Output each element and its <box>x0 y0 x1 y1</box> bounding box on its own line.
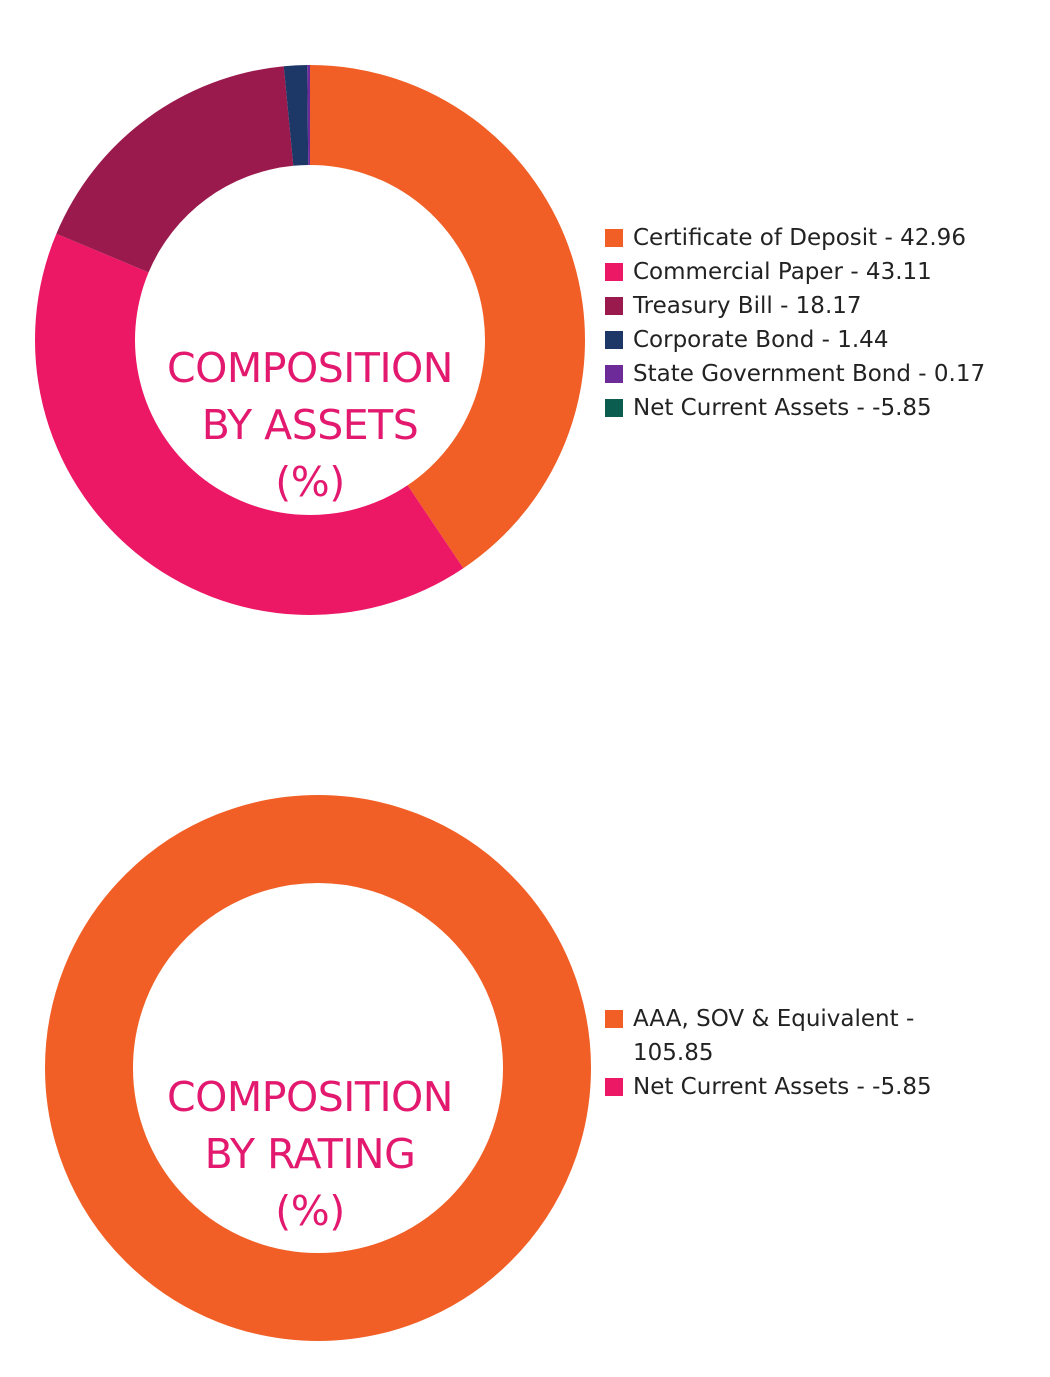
legend-swatch <box>605 229 623 247</box>
assets-center-title: COMPOSITION BY ASSETS (%) <box>120 340 500 511</box>
assets-donut <box>35 65 585 615</box>
assets-center-line-2: BY ASSETS <box>201 401 419 449</box>
legend-item-aaa-sov-equivalent: AAA, SOV & Equivalent - 105.85 <box>605 1002 993 1070</box>
legend-label: State Government Bond - 0.17 <box>633 361 986 387</box>
rating-donut <box>45 795 591 1341</box>
assets-legend: Certificate of Deposit - 42.96 Commercia… <box>605 221 1035 425</box>
legend-swatch <box>605 365 623 383</box>
legend-label: Net Current Assets - -5.85 <box>633 1074 932 1100</box>
legend-item-net-current-assets: Net Current Assets - -5.85 <box>605 1070 1035 1104</box>
legend-swatch <box>605 399 623 417</box>
legend-label: AAA, SOV & Equivalent - 105.85 <box>633 1006 915 1066</box>
rating-center-line-3: (%) <box>275 1187 345 1235</box>
legend-item-net-current-assets: Net Current Assets - -5.85 <box>605 391 1035 425</box>
assets-center-line-3: (%) <box>275 458 345 506</box>
legend-label: Certificate of Deposit - 42.96 <box>633 225 966 251</box>
legend-swatch <box>605 263 623 281</box>
legend-label: Commercial Paper - 43.11 <box>633 259 932 285</box>
legend-item-certificate-of-deposit: Certificate of Deposit - 42.96 <box>605 221 1035 255</box>
rating-center-title: COMPOSITION BY RATING (%) <box>120 1069 500 1240</box>
composition-by-assets-chart: COMPOSITION BY ASSETS (%) Certificate of… <box>0 0 1050 680</box>
legend-item-state-government-bond: State Government Bond - 0.17 <box>605 357 1035 391</box>
legend-swatch <box>605 297 623 315</box>
slice-aaa-sov-equivalent <box>45 795 591 1341</box>
legend-label: Corporate Bond - 1.44 <box>633 327 889 353</box>
rating-center-line-1: COMPOSITION <box>167 1073 453 1121</box>
slice-corporate-bond <box>283 65 309 166</box>
composition-by-rating-chart: COMPOSITION BY RATING (%) AAA, SOV & Equ… <box>0 700 1050 1377</box>
slice-treasury-bill <box>56 66 294 273</box>
legend-item-commercial-paper: Commercial Paper - 43.11 <box>605 255 1035 289</box>
slice-commercial-paper <box>35 233 464 615</box>
rating-legend: AAA, SOV & Equivalent - 105.85 Net Curre… <box>605 1002 1035 1104</box>
legend-swatch <box>605 331 623 349</box>
assets-center-line-1: COMPOSITION <box>167 344 453 392</box>
legend-label: Net Current Assets - -5.85 <box>633 395 932 421</box>
legend-swatch <box>605 1010 623 1028</box>
rating-center-line-2: BY RATING <box>204 1130 416 1178</box>
legend-item-corporate-bond: Corporate Bond - 1.44 <box>605 323 1035 357</box>
legend-label: Treasury Bill - 18.17 <box>633 293 862 319</box>
slice-certificate-of-deposit <box>310 65 585 569</box>
legend-item-treasury-bill: Treasury Bill - 18.17 <box>605 289 1035 323</box>
slice-state-government-bond <box>307 65 310 166</box>
legend-swatch <box>605 1078 623 1096</box>
